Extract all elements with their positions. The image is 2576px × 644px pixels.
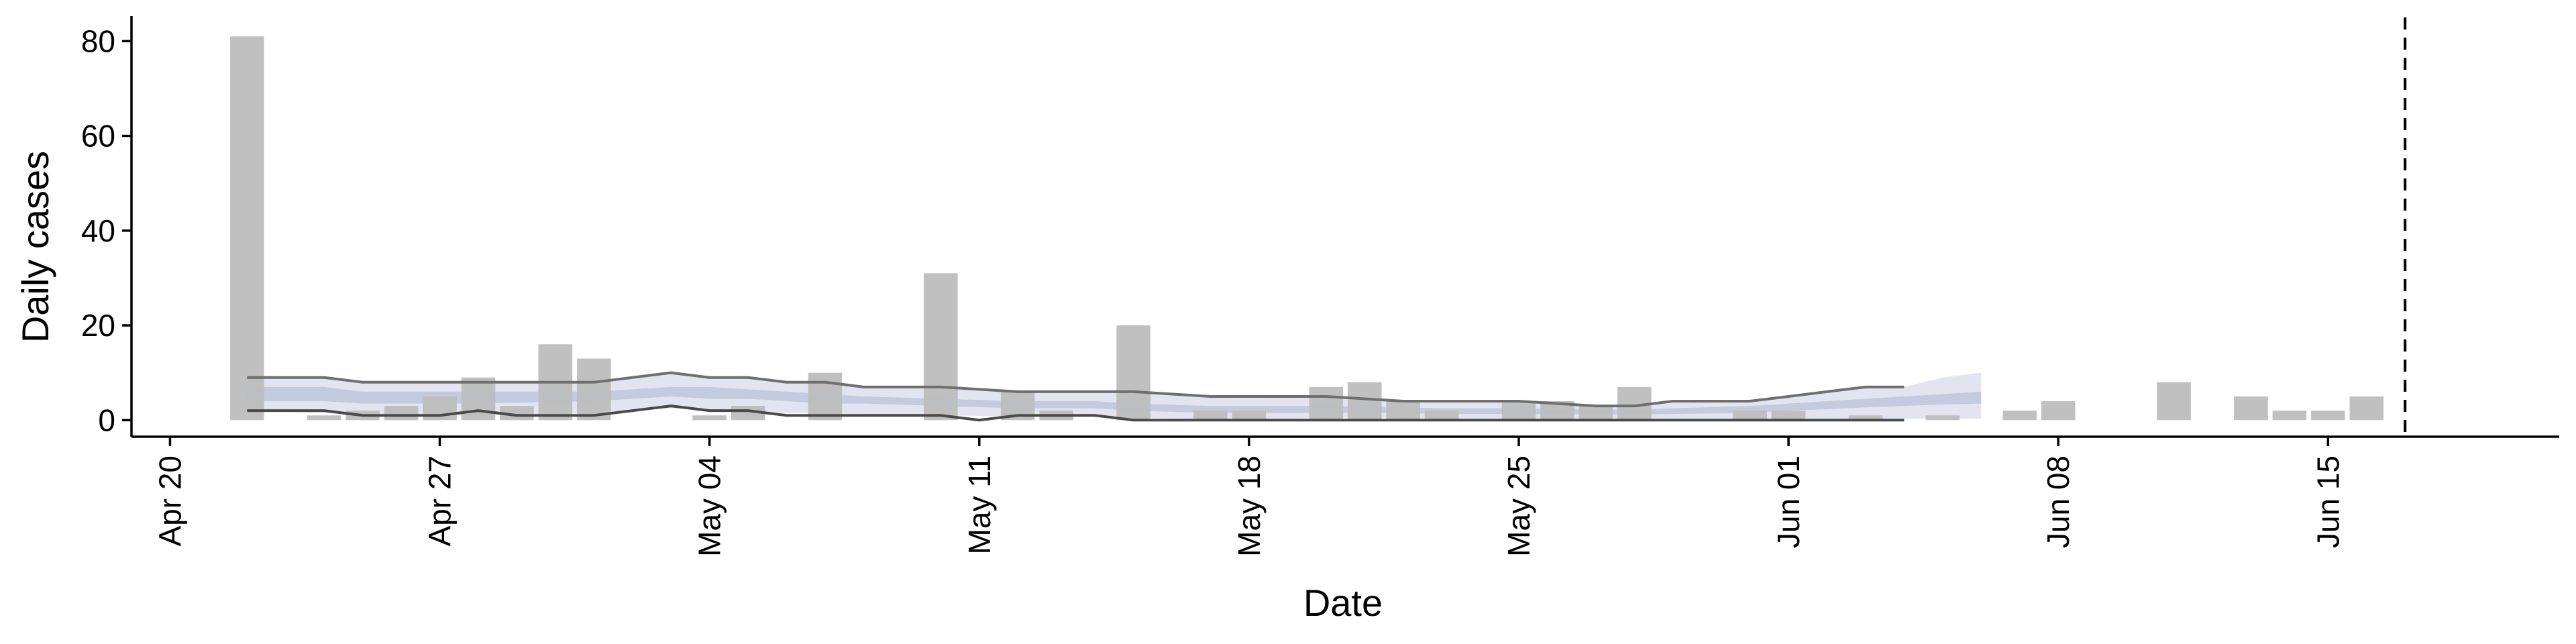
y-axis-title: Daily cases — [14, 151, 56, 343]
y-tick-label: 40 — [81, 213, 115, 248]
x-tick-label: Apr 20 — [152, 455, 187, 547]
bar — [1733, 411, 1767, 421]
y-tick-label: 20 — [81, 308, 115, 343]
bar — [2311, 411, 2345, 421]
x-axis-title: Date — [1303, 582, 1383, 624]
x-tick-label: Jun 01 — [1771, 455, 1806, 548]
bar — [1578, 406, 1613, 421]
bar — [1347, 382, 1382, 421]
bar — [1771, 411, 1806, 421]
bar — [1501, 401, 1536, 421]
bar — [2234, 396, 2268, 421]
y-tick-label: 0 — [98, 402, 115, 437]
x-tick-label: May 18 — [1232, 455, 1267, 557]
bar — [577, 358, 611, 421]
x-tick-label: May 11 — [962, 455, 997, 554]
series-line-2 — [247, 405, 1904, 422]
line-layer — [247, 371, 1904, 422]
y-tick-label: 80 — [81, 23, 115, 58]
bar — [2349, 396, 2384, 421]
bar — [1386, 401, 1420, 421]
bar — [1193, 411, 1228, 421]
x-tick-label: Apr 27 — [423, 455, 458, 547]
bar — [1232, 411, 1267, 421]
bar — [2041, 401, 2076, 421]
bar — [692, 415, 727, 421]
bar — [1116, 325, 1150, 421]
bar-layer — [230, 36, 2384, 421]
x-tick-label: May 04 — [692, 455, 727, 557]
bar — [307, 415, 341, 421]
bar — [1848, 415, 1883, 421]
series-line-1 — [247, 371, 1904, 408]
bar — [230, 36, 264, 421]
axes-layer: 0 20 40 60 80 Apr 20 Apr 27 May 04 May 11 May 18 M… — [81, 16, 2559, 557]
x-tick-label: May 25 — [1501, 455, 1536, 557]
bar — [1925, 415, 1960, 421]
bar — [461, 377, 496, 421]
y-tick-label: 60 — [81, 119, 115, 154]
bar — [2272, 411, 2307, 421]
bar — [924, 273, 958, 421]
bar — [1424, 411, 1459, 421]
x-tick-label: Jun 08 — [2041, 455, 2076, 548]
x-tick-label: Jun 15 — [2310, 455, 2345, 548]
bar — [1309, 386, 1344, 421]
uncertainty-ribbon-2 — [247, 386, 1982, 415]
bar — [384, 406, 419, 421]
bar — [2157, 382, 2191, 421]
bar — [2002, 411, 2037, 421]
bar — [808, 372, 843, 421]
